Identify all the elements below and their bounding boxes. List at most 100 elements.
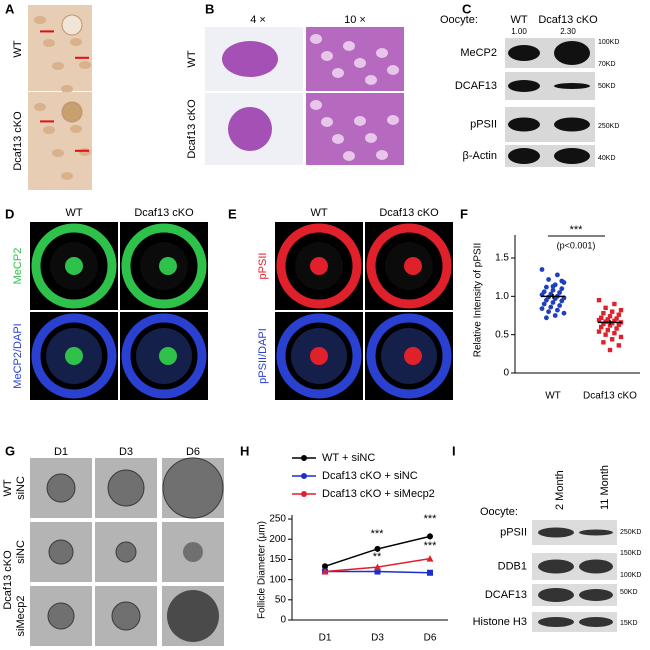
image-detail	[404, 347, 422, 365]
image-detail	[65, 257, 83, 275]
y-axis-label: Relative Intensity of pPSII	[473, 243, 484, 358]
image-detail	[115, 541, 137, 563]
image-detail	[310, 34, 322, 44]
p-value: (p<0.001)	[557, 240, 596, 250]
data-point	[614, 326, 619, 331]
image-detail	[43, 126, 55, 134]
data-point	[612, 330, 617, 336]
image-detail	[579, 617, 613, 627]
legend-marker	[301, 455, 307, 461]
image-detail	[354, 116, 366, 126]
lane-label: 2 Month	[554, 470, 566, 510]
y-tick-label: 100	[269, 574, 286, 585]
data-point	[550, 300, 556, 305]
data-point	[605, 327, 610, 333]
image-detail	[43, 39, 55, 47]
row-label: MeCP2	[12, 248, 24, 285]
image-detail	[321, 117, 333, 127]
panel-label: F	[460, 206, 468, 221]
data-point	[612, 318, 617, 324]
legend-label: WT + siNC	[322, 452, 375, 464]
marker-label: 50KD	[598, 83, 616, 90]
data-point	[607, 323, 613, 328]
data-point	[618, 307, 624, 313]
lane-title: Oocyte:	[440, 14, 478, 26]
panel-label: D	[5, 206, 14, 221]
data-point	[596, 329, 602, 334]
column-label: 4 ×	[250, 14, 266, 26]
row-label: siMecp2	[15, 596, 27, 637]
x-tick-label: D1	[319, 633, 332, 644]
image-detail	[508, 80, 540, 92]
marker-label: 15KD	[620, 620, 638, 627]
image-detail	[46, 473, 76, 503]
data-point	[550, 283, 556, 289]
image-detail	[376, 48, 388, 58]
blot	[532, 612, 617, 632]
x-tick-label: WT	[545, 391, 561, 402]
blot-label: pPSII	[500, 526, 527, 538]
image-detail	[387, 65, 399, 75]
data-point	[561, 310, 567, 316]
marker-label: 250KD	[598, 123, 619, 130]
data-point	[616, 343, 621, 348]
data-point	[557, 290, 562, 295]
data-point	[552, 313, 558, 318]
y-tick-label: 150	[269, 554, 286, 565]
image-detail	[79, 148, 91, 156]
data-point	[546, 277, 551, 282]
image-detail	[538, 527, 574, 538]
panel-label: E	[228, 206, 237, 221]
data-point	[603, 305, 608, 311]
data-point	[322, 563, 328, 570]
image-detail	[376, 150, 388, 160]
annotation: ***	[424, 540, 438, 552]
y-tick-label: 200	[269, 534, 286, 545]
blot-label: β-Actin	[463, 150, 497, 162]
data-point	[607, 314, 613, 319]
data-point	[544, 284, 549, 290]
lane-label: Dcaf13 cKO	[538, 14, 598, 26]
panel-label: C	[462, 1, 472, 16]
image-detail	[159, 347, 177, 365]
panel-label: H	[240, 443, 249, 458]
image-detail	[538, 588, 574, 602]
blot-label: MeCP2	[460, 47, 497, 59]
data-point	[427, 533, 433, 540]
image-detail	[34, 103, 46, 111]
marker-label: 150KD	[620, 550, 641, 557]
data-point	[559, 278, 565, 284]
image-detail	[554, 148, 590, 164]
image-detail	[310, 347, 328, 365]
image-detail	[222, 41, 278, 77]
image-detail	[121, 223, 207, 309]
image-detail	[48, 539, 74, 565]
data-point	[616, 312, 621, 317]
image	[306, 93, 404, 165]
image-detail	[183, 542, 203, 562]
image-detail	[554, 83, 590, 89]
row-label: pPSII/DAPI	[257, 328, 269, 384]
blot-label: DCAF13	[485, 589, 527, 601]
data-point	[374, 563, 381, 571]
data-point	[539, 267, 545, 272]
image-detail	[61, 85, 73, 93]
legend-label: Dcaf13 cKO + siNC	[322, 470, 418, 482]
image-detail	[579, 529, 613, 536]
image-detail	[343, 41, 355, 51]
lane-title: Oocyte:	[480, 506, 518, 518]
data-point	[596, 297, 602, 303]
column-label: 10 ×	[344, 14, 366, 26]
image-detail	[107, 469, 145, 507]
y-tick-label: 1.0	[495, 291, 509, 302]
data-point	[601, 321, 606, 327]
significance: ***	[570, 224, 584, 236]
data-point	[548, 304, 554, 310]
image-detail	[321, 51, 333, 61]
image-detail	[61, 172, 73, 180]
image-detail	[31, 223, 117, 309]
row-label: pPSII	[257, 253, 269, 280]
column-label: Dcaf13 cKO	[134, 207, 194, 219]
image-detail	[276, 223, 362, 309]
row-label: Dcaf13 cKO	[186, 99, 198, 159]
